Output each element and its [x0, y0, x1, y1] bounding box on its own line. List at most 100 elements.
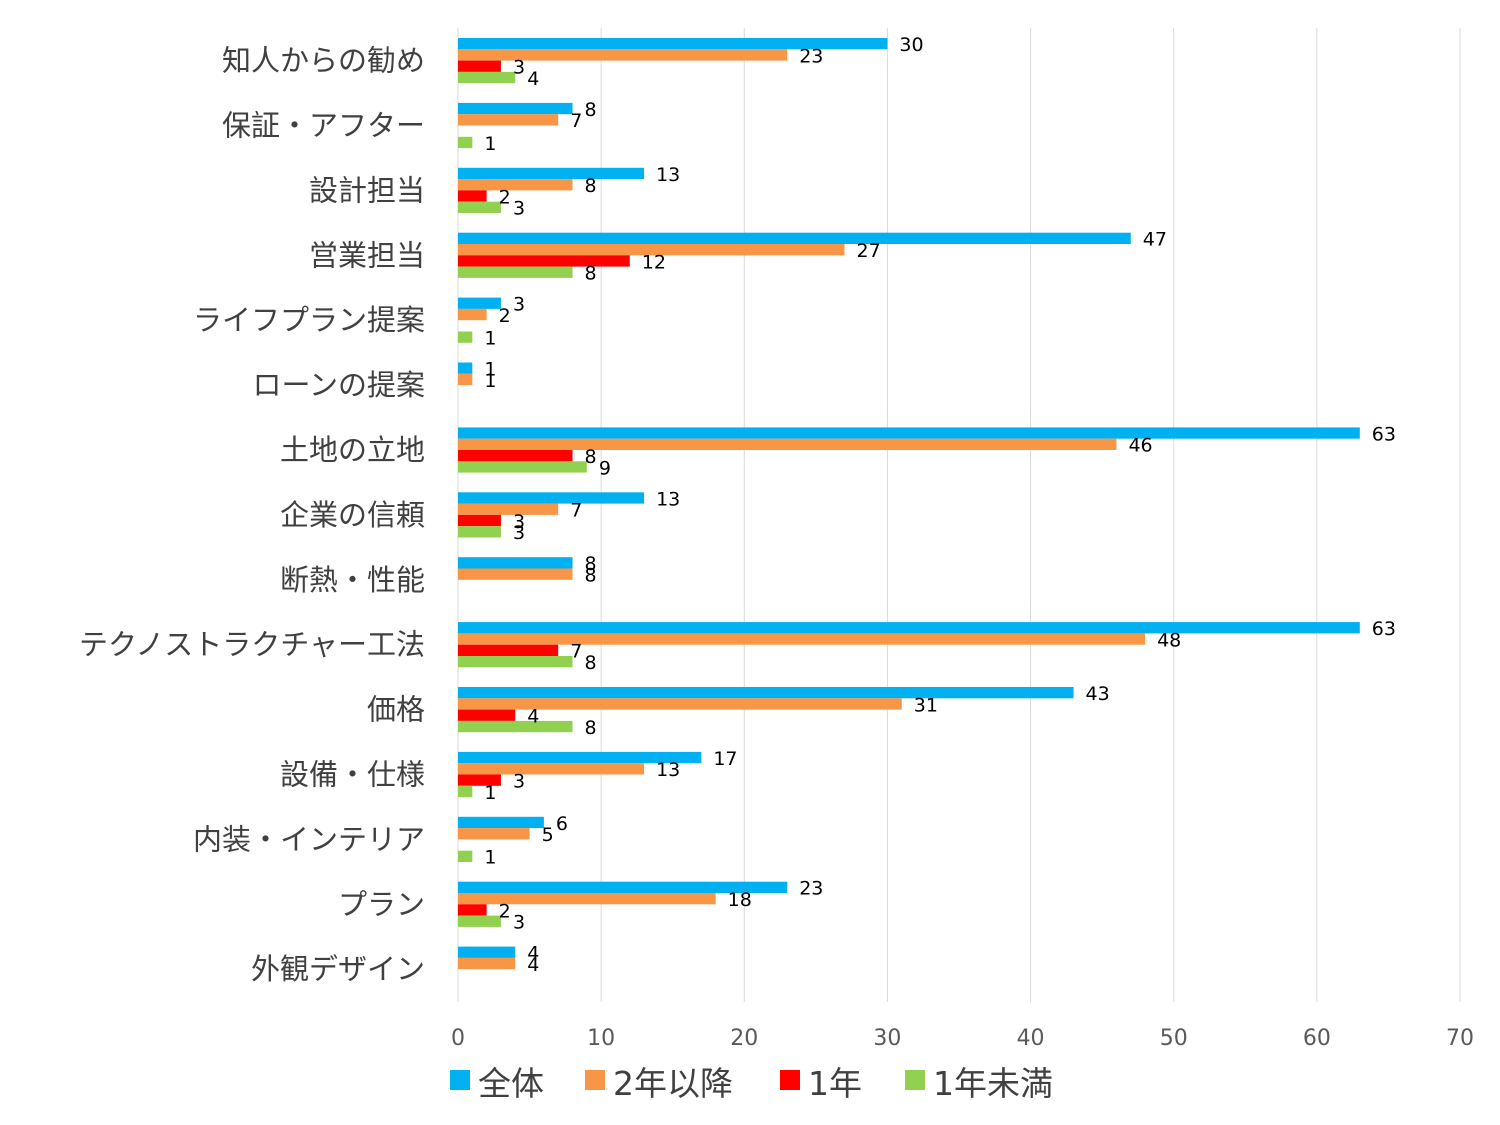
bar-4-11 — [458, 720, 573, 733]
bar-3-14 — [458, 904, 487, 916]
data-label: 3 — [513, 57, 525, 79]
bar-1-10 — [458, 622, 1360, 634]
legend-label: 2年以降 — [613, 1064, 733, 1103]
data-label: 13 — [656, 759, 680, 781]
data-label: 23 — [799, 45, 823, 67]
data-label: 3 — [513, 522, 525, 544]
data-label: 1 — [484, 847, 496, 869]
data-label: 3 — [513, 771, 525, 793]
category-label: ローンの提案 — [252, 368, 425, 402]
data-label: 5 — [542, 824, 554, 846]
legend: 全体 2年以降 1年 1年未満 — [450, 1064, 1053, 1103]
legend-swatch — [780, 1070, 800, 1090]
data-labels: 3023348711382347271283211163468913733886… — [484, 34, 1396, 976]
legend-label: 全体 — [478, 1064, 544, 1103]
data-label: 8 — [585, 717, 597, 739]
bar-4-3 — [458, 201, 501, 213]
x-tick-label: 10 — [587, 1026, 615, 1051]
bar-1-6 — [458, 362, 473, 374]
data-label: 1 — [484, 370, 496, 392]
x-tick-label: 20 — [730, 1026, 758, 1051]
data-label: 43 — [1086, 683, 1110, 705]
category-label: 保証・アフター — [222, 109, 425, 143]
category-label: 企業の信頼 — [280, 498, 425, 532]
bars — [458, 38, 1360, 970]
category-label: 価格 — [367, 693, 425, 727]
bar-1-7 — [458, 427, 1360, 439]
data-label: 9 — [599, 457, 611, 479]
data-label: 4 — [527, 706, 539, 728]
bar-3-11 — [458, 709, 516, 721]
x-tick-label: 0 — [451, 1026, 465, 1051]
data-label: 4 — [527, 943, 539, 965]
bar-1-15 — [458, 946, 516, 958]
bar-4-5 — [458, 331, 473, 343]
bar-2-6 — [458, 373, 473, 386]
data-label: 13 — [656, 488, 680, 510]
gridlines — [457, 28, 1461, 1002]
data-label: 3 — [513, 912, 525, 934]
bar-2-12 — [458, 763, 645, 775]
category-label: プラン — [338, 887, 425, 921]
bar-2-1 — [458, 49, 788, 61]
bar-1-8 — [458, 492, 645, 504]
x-tick-labels: 0 10 20 30 40 50 60 70 — [451, 1026, 1474, 1051]
data-label: 8 — [585, 652, 597, 674]
data-label: 1 — [484, 328, 496, 350]
data-label: 8 — [585, 99, 597, 121]
data-label: 18 — [728, 889, 752, 911]
bar-3-3 — [458, 190, 487, 202]
bar-2-11 — [458, 698, 902, 710]
data-label: 1 — [484, 782, 496, 804]
data-label: 7 — [570, 641, 582, 663]
bar-3-12 — [458, 774, 501, 786]
bar-1-2 — [458, 102, 573, 115]
bar-4-10 — [458, 656, 573, 668]
x-tick-label: 40 — [1017, 1026, 1045, 1051]
bar-2-2 — [458, 114, 559, 126]
bar-1-13 — [458, 816, 544, 829]
bar-2-4 — [458, 244, 845, 256]
data-label: 2 — [499, 186, 511, 208]
x-tick-label: 70 — [1446, 1026, 1474, 1051]
data-label: 2 — [499, 900, 511, 922]
bar-2-5 — [458, 308, 487, 321]
data-label: 4 — [527, 68, 539, 90]
data-label: 3 — [513, 294, 525, 316]
category-label: 知人からの勧め — [222, 44, 425, 78]
bar-4-14 — [458, 915, 501, 927]
x-tick-label: 60 — [1303, 1026, 1331, 1051]
data-label: 2 — [499, 305, 511, 327]
data-label: 8 — [585, 565, 597, 587]
legend-label: 1年 — [808, 1064, 862, 1103]
legend-swatch — [585, 1070, 605, 1090]
bar-1-14 — [458, 881, 788, 893]
data-label: 17 — [713, 748, 737, 770]
bar-3-4 — [458, 255, 630, 267]
category-label: ライフプラン提案 — [193, 303, 425, 337]
bar-2-10 — [458, 633, 1146, 645]
data-label: 63 — [1372, 423, 1396, 445]
category-label: 外観デザイン — [251, 952, 425, 986]
x-tick-label: 30 — [873, 1026, 901, 1051]
data-label: 3 — [513, 511, 525, 533]
data-label: 8 — [585, 263, 597, 285]
bar-2-8 — [458, 503, 559, 515]
bar-4-7 — [458, 461, 587, 473]
bar-4-13 — [458, 850, 473, 862]
category-labels: 知人からの勧め保証・アフター設計担当営業担当ライフプラン提案ローンの提案土地の立… — [79, 44, 425, 987]
category-label: 営業担当 — [309, 238, 425, 272]
legend-swatch — [905, 1070, 925, 1090]
category-label: 設備・仕様 — [280, 758, 425, 792]
bar-1-12 — [458, 751, 702, 764]
bar-2-3 — [458, 179, 573, 191]
data-label: 12 — [642, 251, 666, 273]
bar-2-15 — [458, 957, 516, 970]
data-label: 8 — [585, 175, 597, 197]
bar-4-4 — [458, 266, 573, 278]
bar-2-7 — [458, 438, 1117, 450]
bar-3-1 — [458, 60, 501, 72]
data-label: 6 — [556, 813, 568, 835]
bar-1-11 — [458, 687, 1074, 699]
bar-4-12 — [458, 785, 473, 798]
